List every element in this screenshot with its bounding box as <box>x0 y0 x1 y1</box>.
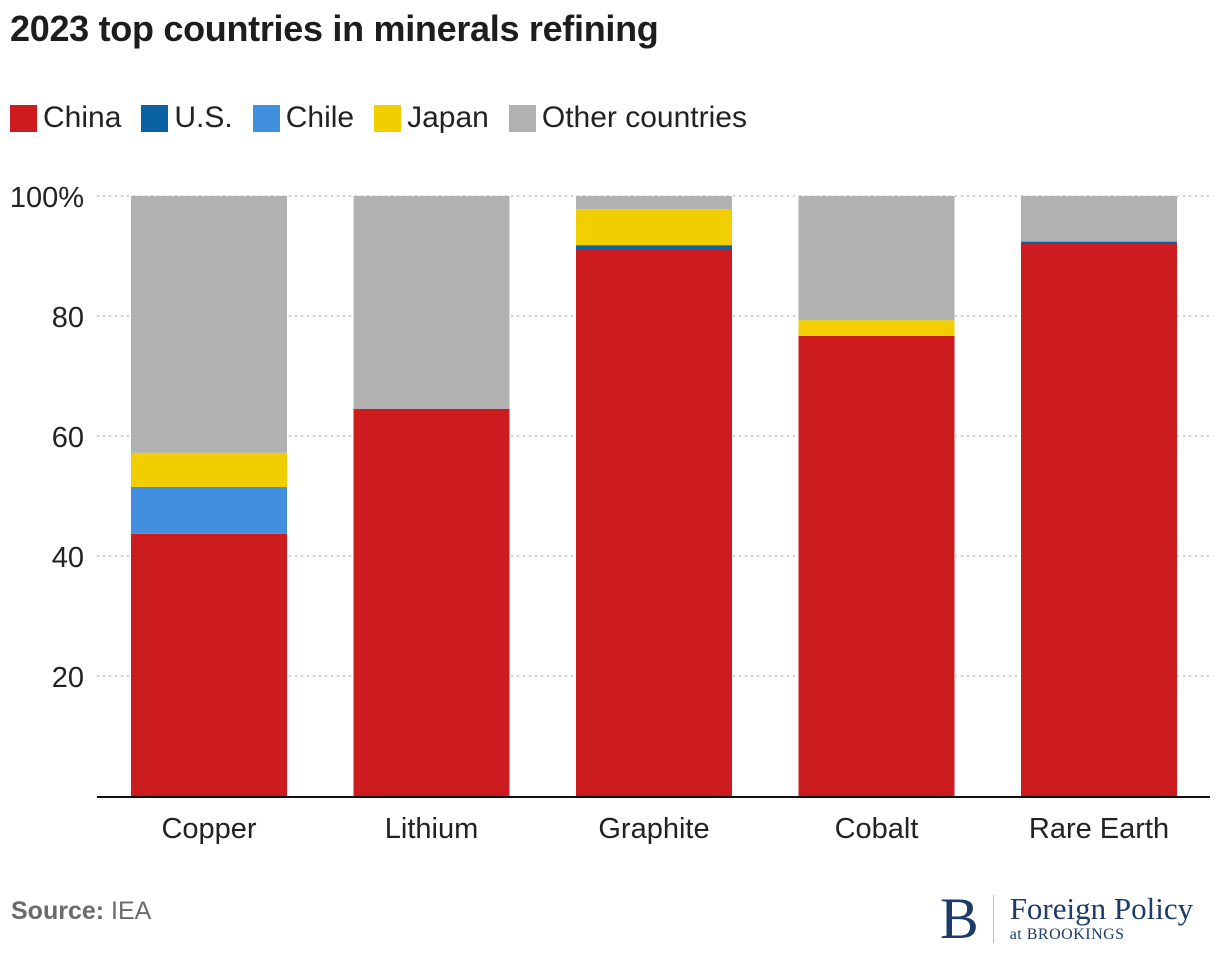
source-value: IEA <box>111 897 152 925</box>
legend-item: Other countries <box>508 101 747 135</box>
y-tick-label: 60 <box>52 422 84 454</box>
y-tick-label: 100% <box>10 182 84 214</box>
legend: China U.S. Chile Japan Other countries <box>10 101 767 135</box>
bar-segment-other-countries <box>576 196 732 210</box>
y-tick-label: 40 <box>52 542 84 574</box>
legend-label: Japan <box>407 101 489 134</box>
bar-segment-china <box>353 409 510 796</box>
legend-item: Japan <box>374 101 489 135</box>
legend-item: China <box>10 101 121 135</box>
legend-item: Chile <box>252 101 355 135</box>
bar-segment-other-countries <box>798 196 955 321</box>
bar-segment-u-s <box>1021 241 1177 244</box>
legend-swatch <box>508 104 536 132</box>
bar-segment-china <box>576 250 732 796</box>
legend-item: U.S. <box>141 101 233 135</box>
brookings-logo: B Foreign Policy at BROOKINGS <box>940 890 1193 948</box>
legend-label: Other countries <box>541 101 747 134</box>
y-tick-label: 20 <box>52 662 84 694</box>
legend-label: U.S. <box>174 101 233 134</box>
x-tick-label: Cobalt <box>835 813 919 845</box>
bar-segment-japan <box>798 320 955 336</box>
source-label: Source: <box>11 897 105 925</box>
logo-letter: B <box>940 886 979 951</box>
bar-segment-japan <box>576 209 732 246</box>
x-tick-label: Graphite <box>598 813 709 845</box>
bar-segment-other-countries <box>353 196 510 409</box>
legend-label: China <box>43 101 122 134</box>
logo-divider <box>992 895 994 943</box>
legend-swatch <box>10 104 37 132</box>
bar-segment-japan <box>131 452 287 487</box>
legend-swatch <box>374 104 402 132</box>
legend-label: Chile <box>285 101 355 134</box>
logo-subtitle: at BROOKINGS <box>1009 926 1125 943</box>
y-tick-label: 80 <box>52 302 84 334</box>
legend-swatch <box>141 104 169 132</box>
source-note: Source: IEA <box>11 897 151 926</box>
bar-segment-u-s <box>576 245 732 250</box>
bar-segment-other-countries <box>1021 196 1177 242</box>
legend-swatch <box>252 104 280 132</box>
bar-segment-other-countries <box>131 196 287 453</box>
x-tick-label: Copper <box>161 813 256 845</box>
logo-title: Foreign Policy <box>1009 891 1194 926</box>
x-tick-label: Lithium <box>385 813 479 845</box>
chart-plot: 20 40 60 80 100% Copper Lithium Graphite Cobalt R… <box>10 182 1210 845</box>
chart-title: 2023 top countries in minerals refining <box>10 8 659 49</box>
x-tick-label: Rare Earth <box>1029 813 1169 845</box>
bar-segment-china <box>1021 244 1177 796</box>
bar-segment-china <box>798 335 955 796</box>
bar-segment-chile <box>131 487 287 534</box>
bar-segment-china <box>131 533 287 796</box>
